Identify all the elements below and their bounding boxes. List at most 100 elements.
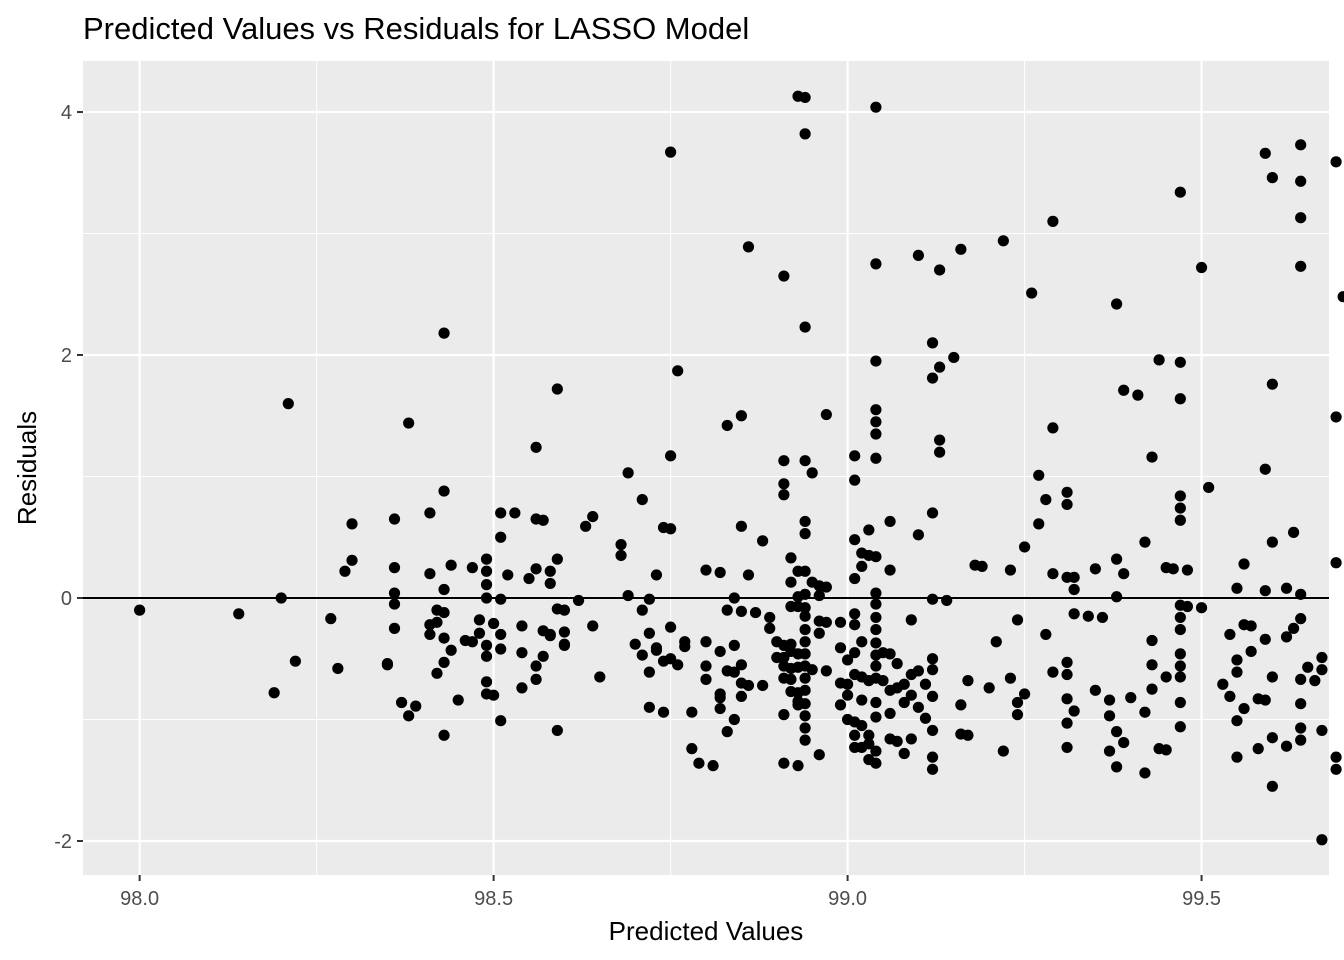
point-421 <box>1280 582 1293 594</box>
point-50 <box>480 676 493 688</box>
point-95 <box>629 638 641 650</box>
point-398 <box>1231 654 1243 666</box>
point-146 <box>742 569 755 581</box>
point-367 <box>1146 634 1158 647</box>
point-365 <box>1139 767 1151 779</box>
point-78 <box>551 383 563 395</box>
point-311 <box>962 729 974 741</box>
point-186 <box>799 455 811 467</box>
point-212 <box>820 581 832 593</box>
point-33 <box>438 632 450 644</box>
point-323 <box>1018 541 1031 553</box>
chart-title: Predicted Values vs Residuals for LASSO … <box>83 11 749 46</box>
point-55 <box>495 531 507 543</box>
point-225 <box>849 534 861 546</box>
point-185 <box>799 321 811 333</box>
point-119 <box>686 706 698 718</box>
point-344 <box>1068 608 1080 620</box>
x-tick-label-2: 99.0 <box>828 888 867 910</box>
point-158 <box>778 489 790 501</box>
point-326 <box>1033 469 1045 481</box>
point-130 <box>714 645 726 658</box>
point-420 <box>1266 780 1278 792</box>
x-tick-label-3: 99.5 <box>1182 888 1221 910</box>
point-432 <box>1295 673 1307 685</box>
point-310 <box>962 675 974 687</box>
point-126 <box>714 566 726 579</box>
point-434 <box>1295 722 1307 734</box>
point-433 <box>1295 698 1307 710</box>
point-374 <box>1160 744 1172 756</box>
point-416 <box>1266 378 1278 390</box>
point-97 <box>636 604 648 616</box>
point-320 <box>1011 614 1024 626</box>
point-82 <box>558 626 571 638</box>
point-49 <box>480 650 493 662</box>
point-333 <box>1047 666 1059 678</box>
point-142 <box>735 605 747 617</box>
point-244 <box>863 729 875 741</box>
point-218 <box>834 699 847 711</box>
point-435 <box>1295 734 1307 746</box>
point-166 <box>785 576 797 588</box>
point-381 <box>1174 514 1186 526</box>
point-52 <box>488 689 500 701</box>
point-289 <box>919 678 932 690</box>
point-280 <box>898 747 910 760</box>
point-414 <box>1259 694 1271 706</box>
point-133 <box>721 726 733 738</box>
point-352 <box>1103 694 1116 706</box>
point-376 <box>1174 186 1186 198</box>
point-346 <box>1082 610 1094 622</box>
point-228 <box>849 619 861 631</box>
point-318 <box>1004 564 1017 576</box>
point-258 <box>870 623 882 636</box>
point-373 <box>1160 671 1172 683</box>
point-339 <box>1061 693 1073 705</box>
point-85 <box>558 604 571 616</box>
point-368 <box>1146 659 1158 671</box>
point-7 <box>332 662 344 675</box>
point-114 <box>672 365 684 377</box>
point-425 <box>1288 622 1300 634</box>
point-89 <box>587 620 599 632</box>
point-109 <box>665 146 677 158</box>
point-202 <box>799 734 811 746</box>
point-229 <box>849 647 861 659</box>
point-1 <box>233 608 245 620</box>
point-306 <box>948 351 960 364</box>
point-148 <box>749 606 762 619</box>
point-220 <box>841 678 854 690</box>
point-29 <box>438 485 450 497</box>
point-335 <box>1061 498 1073 511</box>
point-387 <box>1174 671 1186 683</box>
point-188 <box>799 528 811 540</box>
point-35 <box>438 729 450 741</box>
point-423 <box>1280 740 1293 752</box>
point-360 <box>1118 736 1130 749</box>
point-395 <box>1217 678 1229 690</box>
point-110 <box>665 450 677 462</box>
point-254 <box>870 551 882 563</box>
point-36 <box>445 559 457 571</box>
point-252 <box>870 428 882 440</box>
point-235 <box>856 560 868 573</box>
point-61 <box>509 507 521 519</box>
point-44 <box>480 553 493 565</box>
y-axis-title: Residuals <box>12 411 42 525</box>
point-269 <box>884 515 896 528</box>
point-164 <box>778 757 790 769</box>
point-281 <box>905 614 917 626</box>
point-403 <box>1238 702 1250 715</box>
point-184 <box>799 128 811 140</box>
point-170 <box>785 673 797 685</box>
point-309 <box>955 243 967 255</box>
point-18 <box>395 696 408 709</box>
point-351 <box>1103 710 1116 722</box>
x-axis-ticks: 98.0 98.5 99.0 99.5 <box>120 875 1221 910</box>
point-72 <box>537 650 549 662</box>
point-290 <box>919 712 932 724</box>
point-394 <box>1203 481 1215 494</box>
point-436 <box>1302 661 1314 673</box>
